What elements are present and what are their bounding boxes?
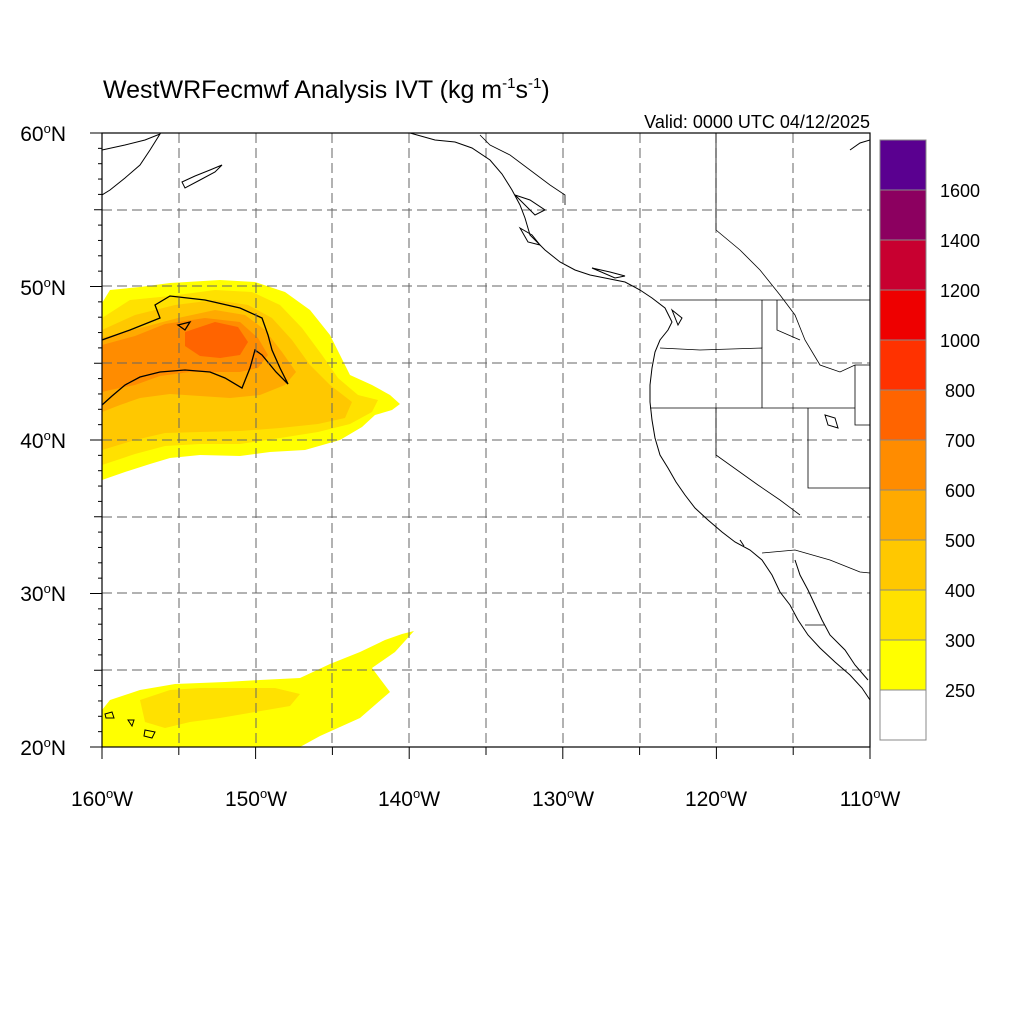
colorbar-box-9 bbox=[879, 239, 927, 291]
colorbar-label-700: 700 bbox=[945, 431, 975, 451]
colorbar-label-600: 600 bbox=[945, 481, 975, 501]
colorbar-label-500: 500 bbox=[945, 531, 975, 551]
colorbar-box-8 bbox=[879, 289, 927, 341]
colorbar-label-300: 300 bbox=[945, 631, 975, 651]
lon-label-140w: 140oW bbox=[378, 786, 440, 811]
colorbar-label-1600: 1600 bbox=[940, 181, 980, 201]
lat-label-50n: 50oN bbox=[20, 275, 66, 300]
colorbar-label-400: 400 bbox=[945, 581, 975, 601]
colorbar-label-1400: 1400 bbox=[940, 231, 980, 251]
colorbar-label-1000: 1000 bbox=[940, 331, 980, 351]
lon-label-130w: 130oW bbox=[532, 786, 594, 811]
colorbar-box-0 bbox=[879, 689, 927, 741]
colorbar-box-3 bbox=[879, 539, 927, 591]
longitude-labels: 160oW 150oW 140oW 130oW 120oW 110oW bbox=[71, 786, 901, 811]
map-plot-area bbox=[102, 133, 870, 747]
colorbar: 250 300 400 500 600 700 800 1000 1200 1400 1600 bbox=[879, 139, 980, 741]
lat-label-30n: 30oN bbox=[20, 581, 66, 606]
colorbar-label-250: 250 bbox=[945, 681, 975, 701]
colorbar-box-7 bbox=[879, 339, 927, 391]
political-boundaries bbox=[479, 133, 870, 626]
lat-label-20n: 20oN bbox=[20, 735, 66, 760]
colorbar-box-11 bbox=[879, 139, 927, 191]
axis-ticks bbox=[90, 132, 871, 759]
colorbar-label-800: 800 bbox=[945, 381, 975, 401]
ivt-plume-south bbox=[102, 631, 414, 747]
coastlines bbox=[102, 133, 870, 739]
ivt-plume-north bbox=[102, 280, 400, 480]
lat-label-40n: 40oN bbox=[20, 428, 66, 453]
valid-time-label: Valid: 0000 UTC 04/12/2025 bbox=[644, 112, 870, 132]
colorbar-box-1 bbox=[879, 639, 927, 691]
lon-label-150w: 150oW bbox=[225, 786, 287, 811]
lon-label-120w: 120oW bbox=[685, 786, 747, 811]
lon-label-110w: 110oW bbox=[840, 786, 901, 811]
lon-label-160w: 160oW bbox=[71, 786, 133, 811]
colorbar-box-6 bbox=[879, 389, 927, 441]
colorbar-box-10 bbox=[879, 189, 927, 241]
colorbar-box-2 bbox=[879, 589, 927, 641]
latitude-labels: 60oN 50oN 40oN 30oN 20oN bbox=[20, 121, 66, 760]
map-title: WestWRFecmwf Analysis IVT (kg m-1s-1) bbox=[103, 75, 550, 104]
colorbar-box-4 bbox=[879, 489, 927, 541]
colorbar-box-5 bbox=[879, 439, 927, 491]
colorbar-label-1200: 1200 bbox=[940, 281, 980, 301]
lat-label-60n: 60oN bbox=[20, 121, 66, 146]
ivt-contour-lines bbox=[102, 295, 289, 406]
